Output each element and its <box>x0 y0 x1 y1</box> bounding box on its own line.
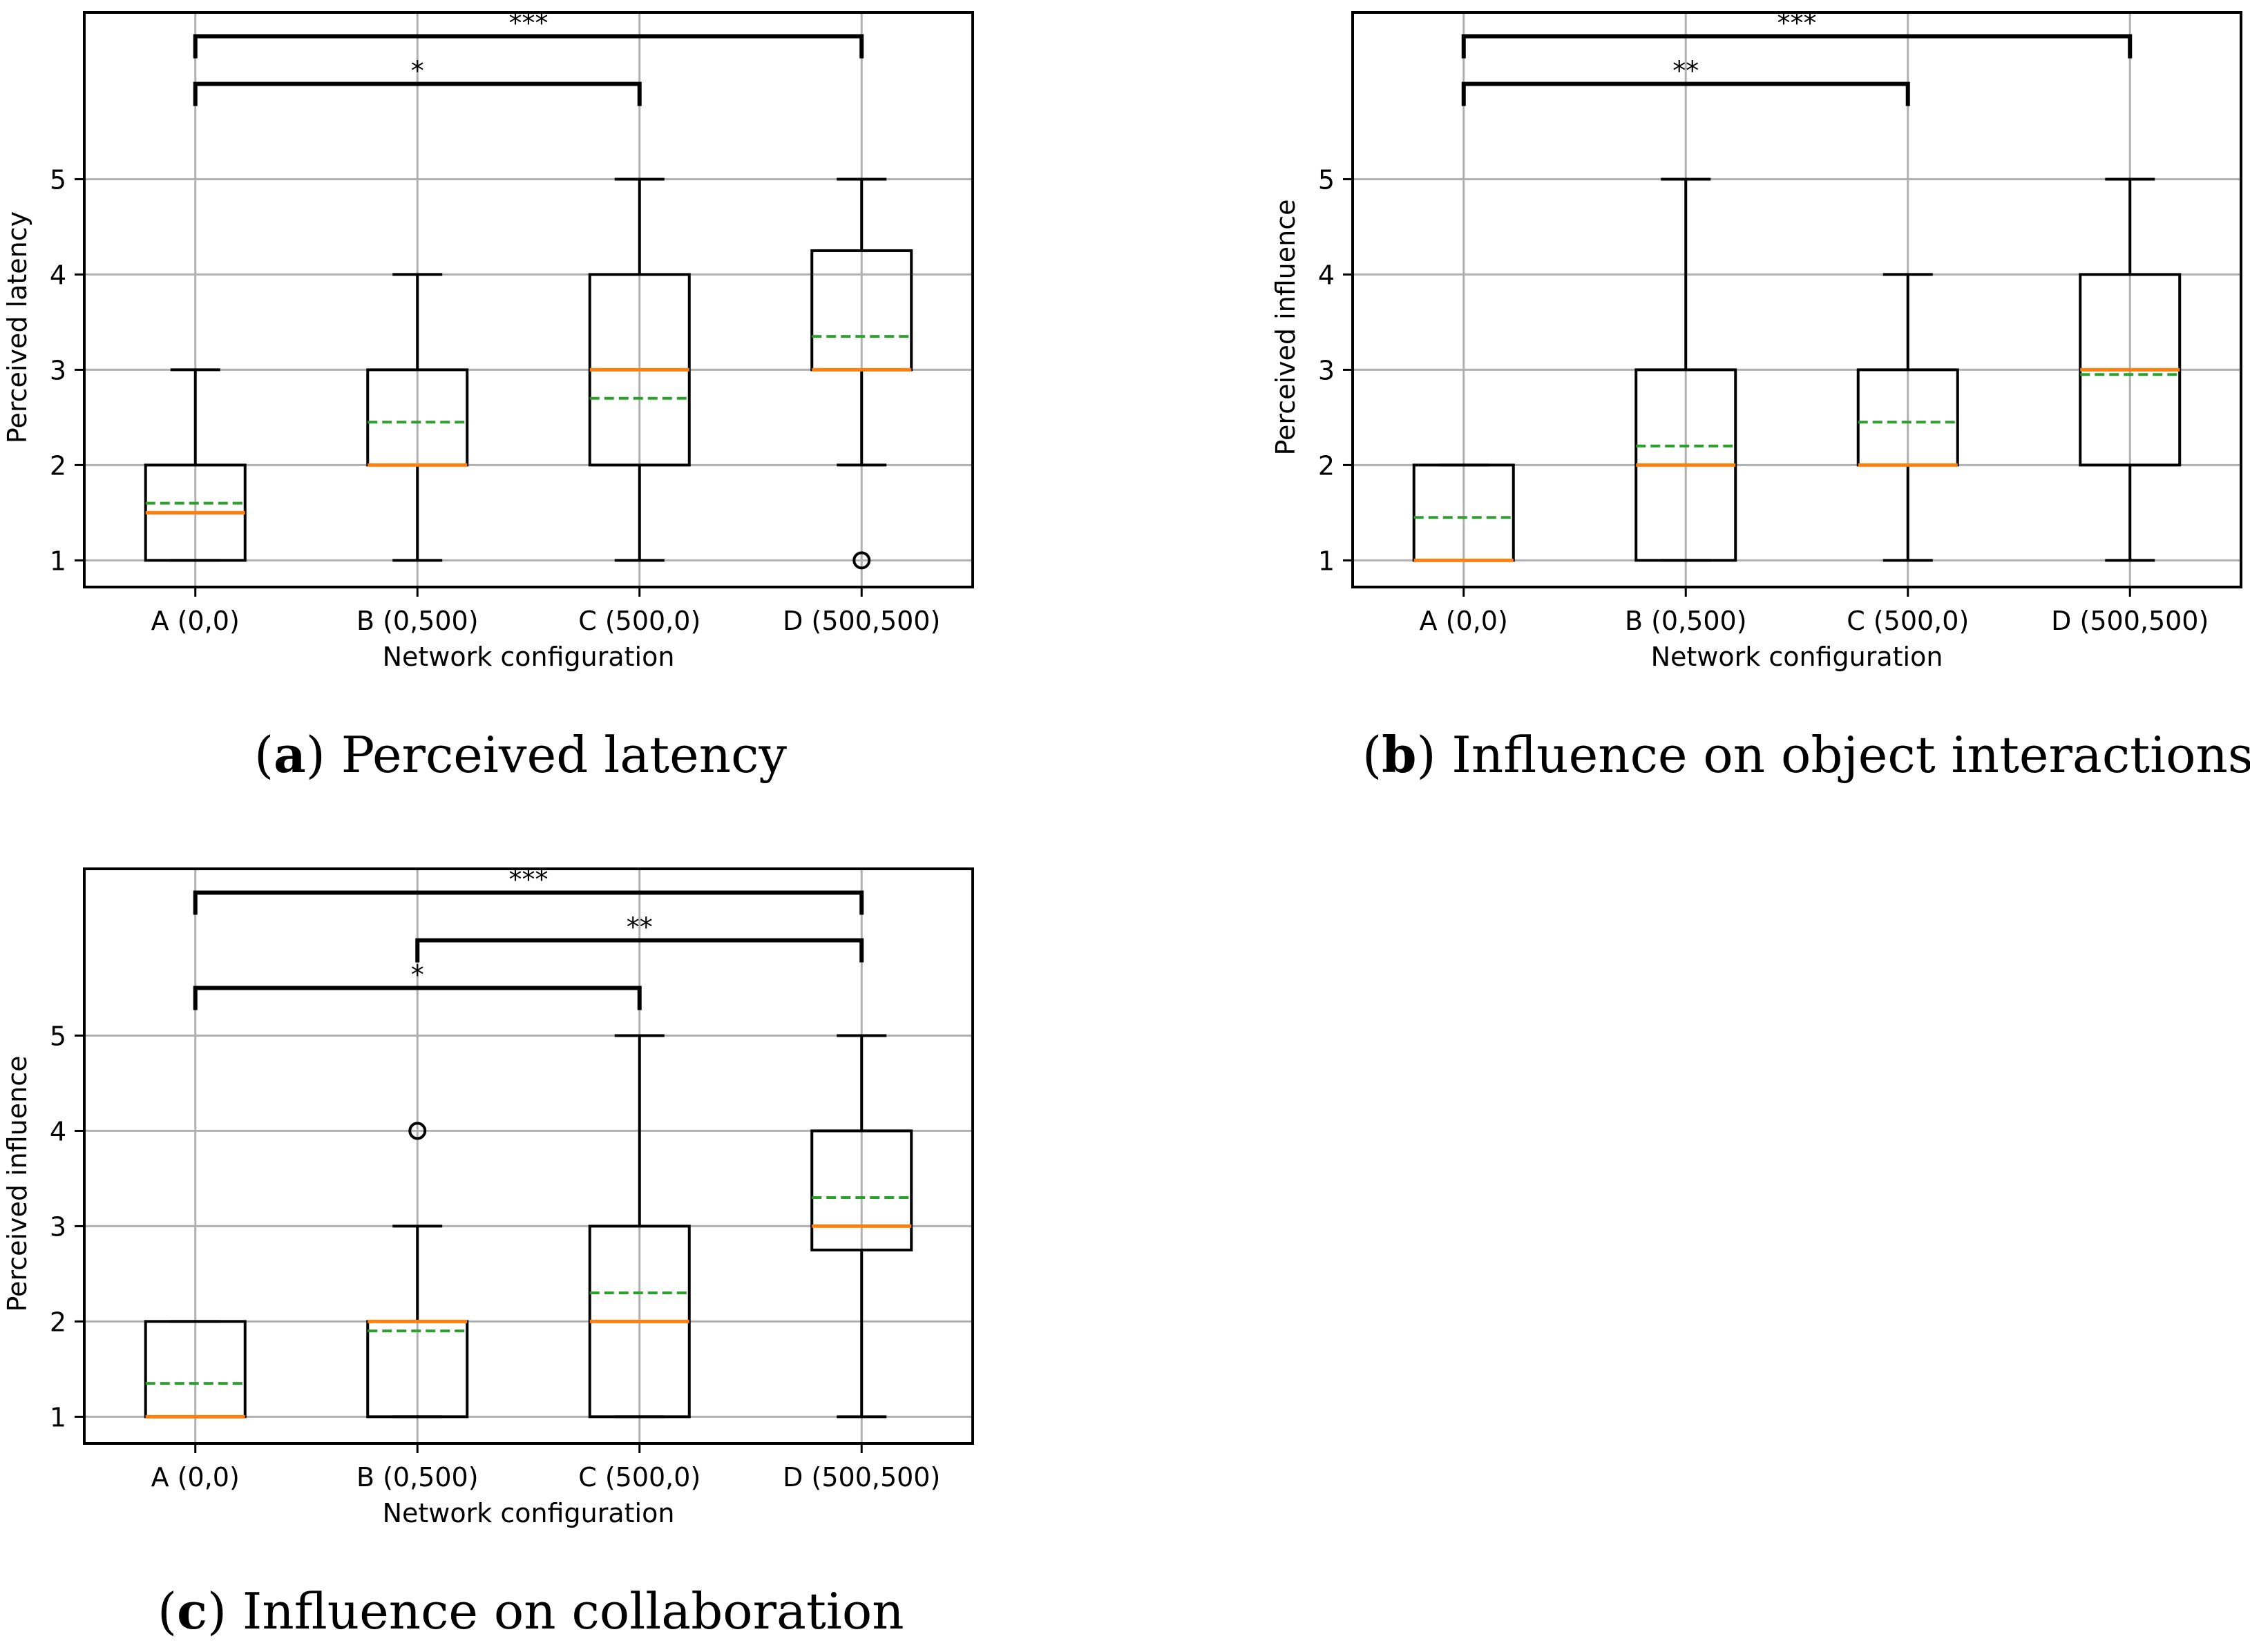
significance-label: ** <box>627 912 653 942</box>
x-tick-label: A (0,0) <box>151 606 240 636</box>
x-tick-label: D (500,500) <box>2051 606 2209 636</box>
y-tick-label: 1 <box>50 1402 66 1432</box>
y-tick-label: 2 <box>50 1307 66 1337</box>
y-axis-label: Perceived influence <box>2 1055 32 1312</box>
plot-frame <box>83 11 974 588</box>
x-tick-label: D (500,500) <box>783 606 940 636</box>
x-axis-label: Network configuration <box>383 1498 675 1528</box>
x-tick-label: C (500,0) <box>578 606 700 636</box>
x-tick-label: A (0,0) <box>151 1462 240 1492</box>
significance-bracket <box>193 34 864 59</box>
significance-bracket <box>1461 81 1910 106</box>
plot-frame <box>83 867 974 1445</box>
y-tick-label: 5 <box>50 1021 66 1051</box>
iqr-box <box>810 1129 913 1251</box>
x-tick-label: C (500,0) <box>578 1462 700 1492</box>
significance-label: * <box>411 55 424 86</box>
significance-label: * <box>411 959 424 990</box>
significance-bracket <box>193 986 642 1010</box>
y-axis-label: Perceived latency <box>2 211 32 443</box>
y-tick-label: 1 <box>50 546 66 576</box>
y-tick-label: 5 <box>1318 164 1335 195</box>
box-b-1 <box>1634 177 1737 562</box>
y-tick-label: 2 <box>1318 450 1335 481</box>
x-tick-label: B (0,500) <box>356 1462 479 1492</box>
box-b-0 <box>1412 463 1515 562</box>
box-a-1 <box>366 273 469 562</box>
box-c-3 <box>810 1034 913 1419</box>
significance-bracket <box>415 938 864 963</box>
x-tick-label: C (500,0) <box>1847 606 1969 636</box>
box-c-1 <box>366 1122 469 1419</box>
box-c-0 <box>144 1320 247 1419</box>
significance-bracket <box>1461 34 2133 59</box>
x-tick-label: B (0,500) <box>356 606 479 636</box>
box-a-2 <box>588 177 691 562</box>
y-tick-label: 4 <box>1318 260 1335 290</box>
significance-bracket <box>193 890 864 915</box>
x-tick-label: D (500,500) <box>783 1462 940 1492</box>
y-tick-label: 5 <box>50 164 66 195</box>
y-tick-label: 3 <box>1318 355 1335 385</box>
caption-c: (c) Influence on collaboration <box>158 1582 904 1640</box>
y-tick-label: 1 <box>1318 546 1335 576</box>
y-axis-label: Perceived influence <box>1270 199 1301 455</box>
x-axis-label: Network configuration <box>1651 642 1943 672</box>
y-tick-label: 3 <box>50 1211 66 1242</box>
y-tick-label: 4 <box>50 260 66 290</box>
box-c-2 <box>588 1034 691 1419</box>
box-b-2 <box>1856 273 1959 562</box>
caption-a: (a) Perceived latency <box>254 725 788 784</box>
box-a-3 <box>810 177 913 570</box>
box-b-3 <box>2079 177 2182 562</box>
caption-b: (b) Influence on object interactions <box>1362 725 2250 784</box>
y-tick-label: 4 <box>50 1116 66 1146</box>
y-tick-label: 3 <box>50 355 66 385</box>
outlier-point <box>408 1122 427 1140</box>
box-a-0 <box>144 368 247 562</box>
outlier-point <box>852 551 871 570</box>
significance-bracket <box>193 81 642 106</box>
y-tick-label: 2 <box>50 450 66 481</box>
significance-label: ** <box>1672 55 1699 86</box>
plot-frame <box>1351 11 2242 588</box>
x-axis-label: Network configuration <box>383 642 675 672</box>
x-tick-label: A (0,0) <box>1420 606 1508 636</box>
x-tick-label: B (0,500) <box>1625 606 1747 636</box>
